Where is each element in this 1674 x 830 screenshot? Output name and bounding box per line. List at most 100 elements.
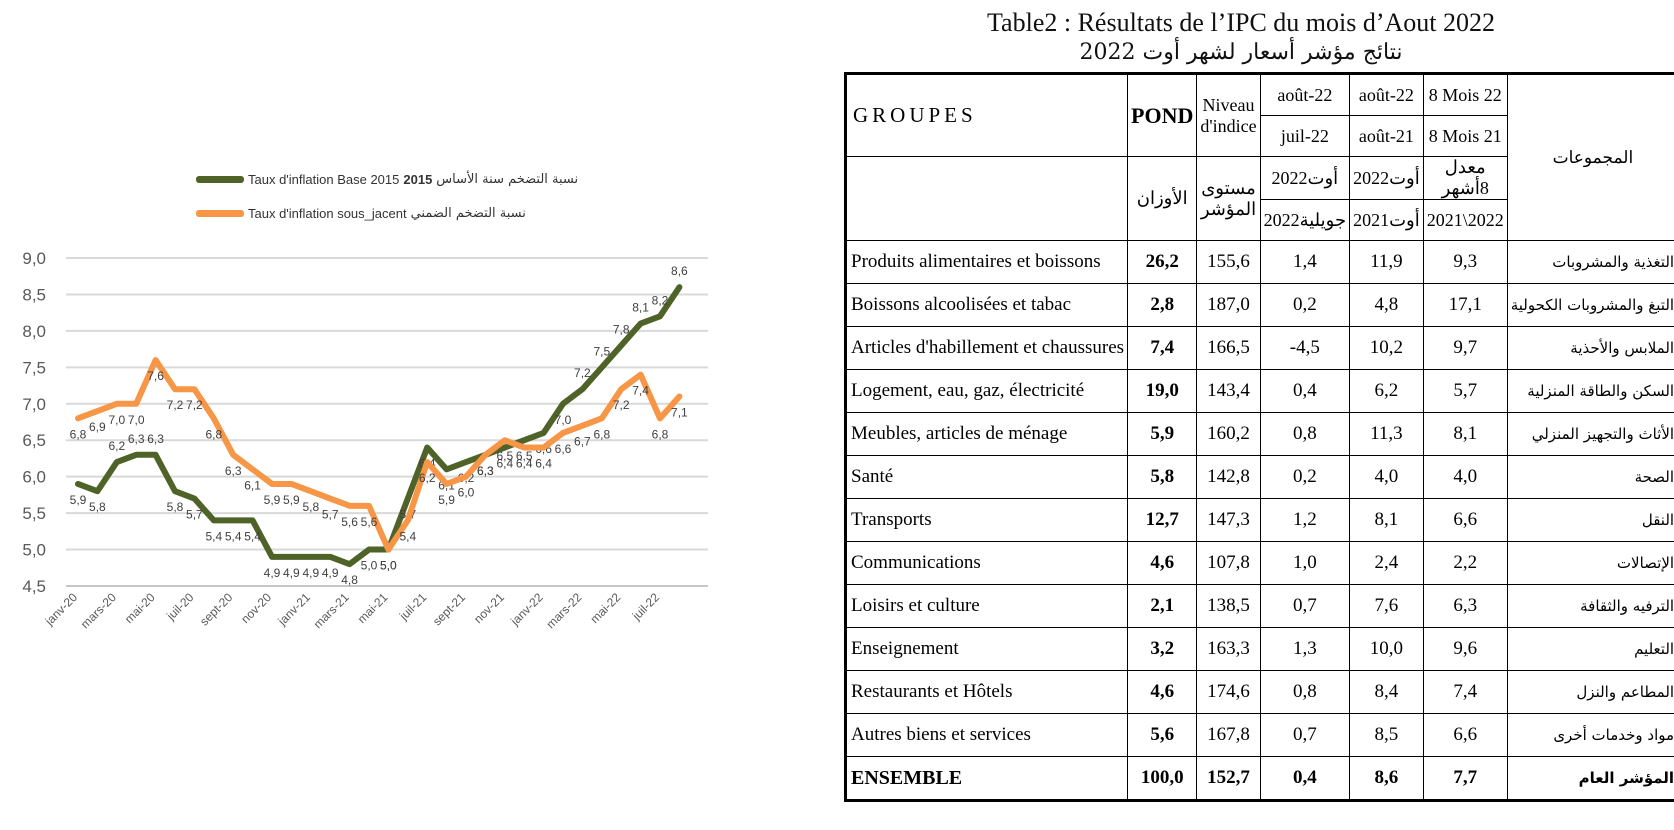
cell-niveau: 167,8 — [1196, 713, 1261, 757]
data-point — [270, 555, 274, 559]
cell-group-name-ar: الصحة — [1506, 455, 1674, 499]
x-tick-label: juil-21 — [396, 590, 429, 623]
cell-group-name: Enseignement — [844, 627, 1129, 671]
data-point — [503, 446, 507, 450]
table-row: Transports 12,7 147,3 1,2 8,1 6,6 النقل — [844, 498, 1674, 542]
cell-group-name-ar: الترفيه والثقافة — [1506, 584, 1674, 628]
x-tick-label: mai-20 — [122, 590, 158, 626]
data-point — [95, 489, 99, 493]
cell-8month-average: 9,3 — [1422, 240, 1508, 284]
cell-pond: 26,2 — [1127, 240, 1198, 284]
ipc-table-panel: Table2 : Résultats de l’IPC du mois d’Ao… — [844, 0, 1674, 830]
table-row: Santé 5,8 142,8 0,2 4,0 4,0 الصحة — [844, 455, 1674, 499]
data-point — [212, 518, 216, 522]
data-label: 4,9 — [264, 566, 281, 580]
header-pond: POND — [1127, 73, 1198, 157]
data-point — [289, 482, 293, 486]
x-tick-label: janv-20 — [42, 590, 81, 629]
data-label: 4,8 — [341, 573, 358, 587]
cell-pond: 4,6 — [1127, 541, 1198, 585]
x-tick-label: janv-21 — [274, 590, 313, 629]
y-tick-label: 6,0 — [22, 468, 46, 487]
data-point — [658, 314, 662, 318]
table-row: Produits alimentaires et boissons 26,2 155… — [844, 240, 1674, 284]
table-row: Loisirs et culture 2,1 138,5 0,7 7,6 6,3 الترف… — [844, 584, 1674, 628]
cell-niveau: 138,5 — [1196, 584, 1261, 628]
data-label: 7,1 — [671, 405, 688, 419]
cell-group-name: Restaurants et Hôtels — [844, 670, 1129, 714]
cell-niveau: 163,3 — [1196, 627, 1261, 671]
ipc-table: GROUPES POND Niveau d'indice août-22 aoû… — [844, 72, 1674, 802]
table-row: Enseignement 3,2 163,3 1,3 10,0 9,6 التعليم — [844, 627, 1674, 671]
data-label: 6,3 — [128, 432, 145, 446]
data-point — [483, 453, 487, 457]
cell-annual-change: 10,2 — [1349, 326, 1424, 370]
data-point — [619, 343, 623, 347]
cell-group-name-ar: الأثاث والتجهيز المنزلي — [1506, 412, 1674, 456]
header-ar-moadal: معدل 8أشهر — [1422, 156, 1508, 200]
cell-annual-change: 8,5 — [1349, 713, 1424, 757]
data-point — [580, 424, 584, 428]
legend-swatch-sous-jacent — [196, 210, 244, 217]
x-tick-label: sept-20 — [197, 590, 235, 628]
data-point — [580, 387, 584, 391]
cell-monthly-change: 1,4 — [1259, 240, 1351, 284]
data-point — [406, 518, 410, 522]
data-point — [542, 431, 546, 435]
data-point — [192, 387, 196, 391]
cell-niveau: 155,6 — [1196, 240, 1261, 284]
data-point — [542, 446, 546, 450]
x-tick-label: mai-21 — [355, 590, 391, 626]
cell-niveau: 160,2 — [1196, 412, 1261, 456]
cell-8month-average: 4,0 — [1422, 455, 1508, 499]
data-label: 5,6 — [341, 515, 358, 529]
y-tick-label: 5,0 — [22, 541, 46, 560]
header-aout21: août-21 — [1349, 115, 1424, 157]
x-tick-label: juil-20 — [163, 590, 196, 623]
data-point — [464, 475, 468, 479]
data-point — [600, 365, 604, 369]
cell-8month-average: 7,4 — [1422, 670, 1508, 714]
data-label: 6,4 — [496, 457, 513, 471]
data-label: 7,4 — [632, 384, 649, 398]
cell-annual-change: 8,1 — [1349, 498, 1424, 542]
data-point — [561, 431, 565, 435]
data-label: 6,5 — [496, 449, 513, 463]
data-point — [154, 453, 158, 457]
data-label: 5,9 — [283, 493, 300, 507]
cell-group-name: Loisirs et culture — [844, 584, 1129, 628]
table-row: Autres biens et services 5,6 167,8 0,7 8,5 6,… — [844, 713, 1674, 757]
data-point — [464, 460, 468, 464]
data-point — [600, 416, 604, 420]
data-label: 5,4 — [244, 529, 261, 543]
cell-8month-average: 9,6 — [1422, 627, 1508, 671]
legend-item-sous-jacent: Taux d'inflation sous_jacent نسبة التضخم… — [196, 206, 526, 221]
data-label: 7,2 — [613, 398, 630, 412]
data-point — [639, 322, 643, 326]
header-aout22-b: août-22 — [1349, 73, 1424, 116]
x-tick-label: nov-21 — [471, 590, 507, 626]
cell-niveau: 142,8 — [1196, 455, 1261, 499]
header-8mois22: 8 Mois 22 — [1422, 73, 1508, 116]
data-label: 5,9 — [264, 493, 281, 507]
cell-annual-change: 4,8 — [1349, 283, 1424, 327]
table-body: Produits alimentaires et boissons 26,2 155… — [844, 240, 1674, 801]
data-point — [173, 489, 177, 493]
data-point — [251, 467, 255, 471]
cell-niveau: 107,8 — [1196, 541, 1261, 585]
y-tick-label: 7,0 — [22, 395, 46, 414]
data-point — [76, 482, 80, 486]
cell-pond: 2,8 — [1127, 283, 1198, 327]
cell-niveau: 152,7 — [1196, 756, 1261, 801]
y-tick-label: 8,5 — [22, 285, 46, 304]
data-label: 6,8 — [652, 427, 669, 441]
data-point — [445, 467, 449, 471]
data-label: 7,2 — [574, 366, 591, 380]
legend-label-base-fr: Taux d'inflation Base 2015 — [248, 172, 400, 187]
data-label: 5,0 — [380, 559, 397, 573]
data-label: 4,9 — [283, 566, 300, 580]
data-point — [619, 387, 623, 391]
cell-group-name-ar: المؤشر العام — [1506, 756, 1674, 801]
cell-8month-average: 5,7 — [1422, 369, 1508, 413]
data-point — [522, 446, 526, 450]
